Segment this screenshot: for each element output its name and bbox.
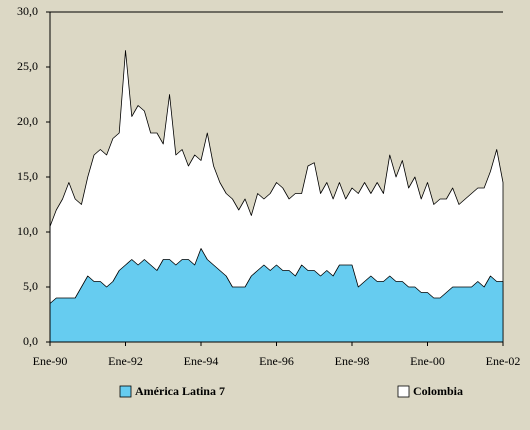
x-tick-label: Ene-96 — [259, 354, 294, 368]
x-tick-label: Ene-00 — [410, 354, 445, 368]
y-tick-label: 10,0 — [17, 224, 38, 238]
legend-label: Colombia — [413, 384, 463, 398]
y-tick-label: 20,0 — [17, 114, 38, 128]
x-tick-label: Ene-94 — [184, 354, 219, 368]
y-tick-label: 30,0 — [17, 4, 38, 18]
x-tick-label: Ene-92 — [108, 354, 143, 368]
y-tick-label: 15,0 — [17, 169, 38, 183]
y-tick-label: 5,0 — [23, 279, 38, 293]
y-tick-label: 25,0 — [17, 59, 38, 73]
legend-swatch — [397, 385, 410, 398]
x-tick-label: Ene-98 — [335, 354, 370, 368]
y-tick-label: 0,0 — [23, 334, 38, 348]
area — [49, 248, 504, 343]
legend-label: América Latina 7 — [135, 384, 225, 398]
x-tick-label: Ene-02 — [486, 354, 521, 368]
x-tick-label: Ene-90 — [33, 354, 68, 368]
legend-swatch — [119, 385, 132, 398]
